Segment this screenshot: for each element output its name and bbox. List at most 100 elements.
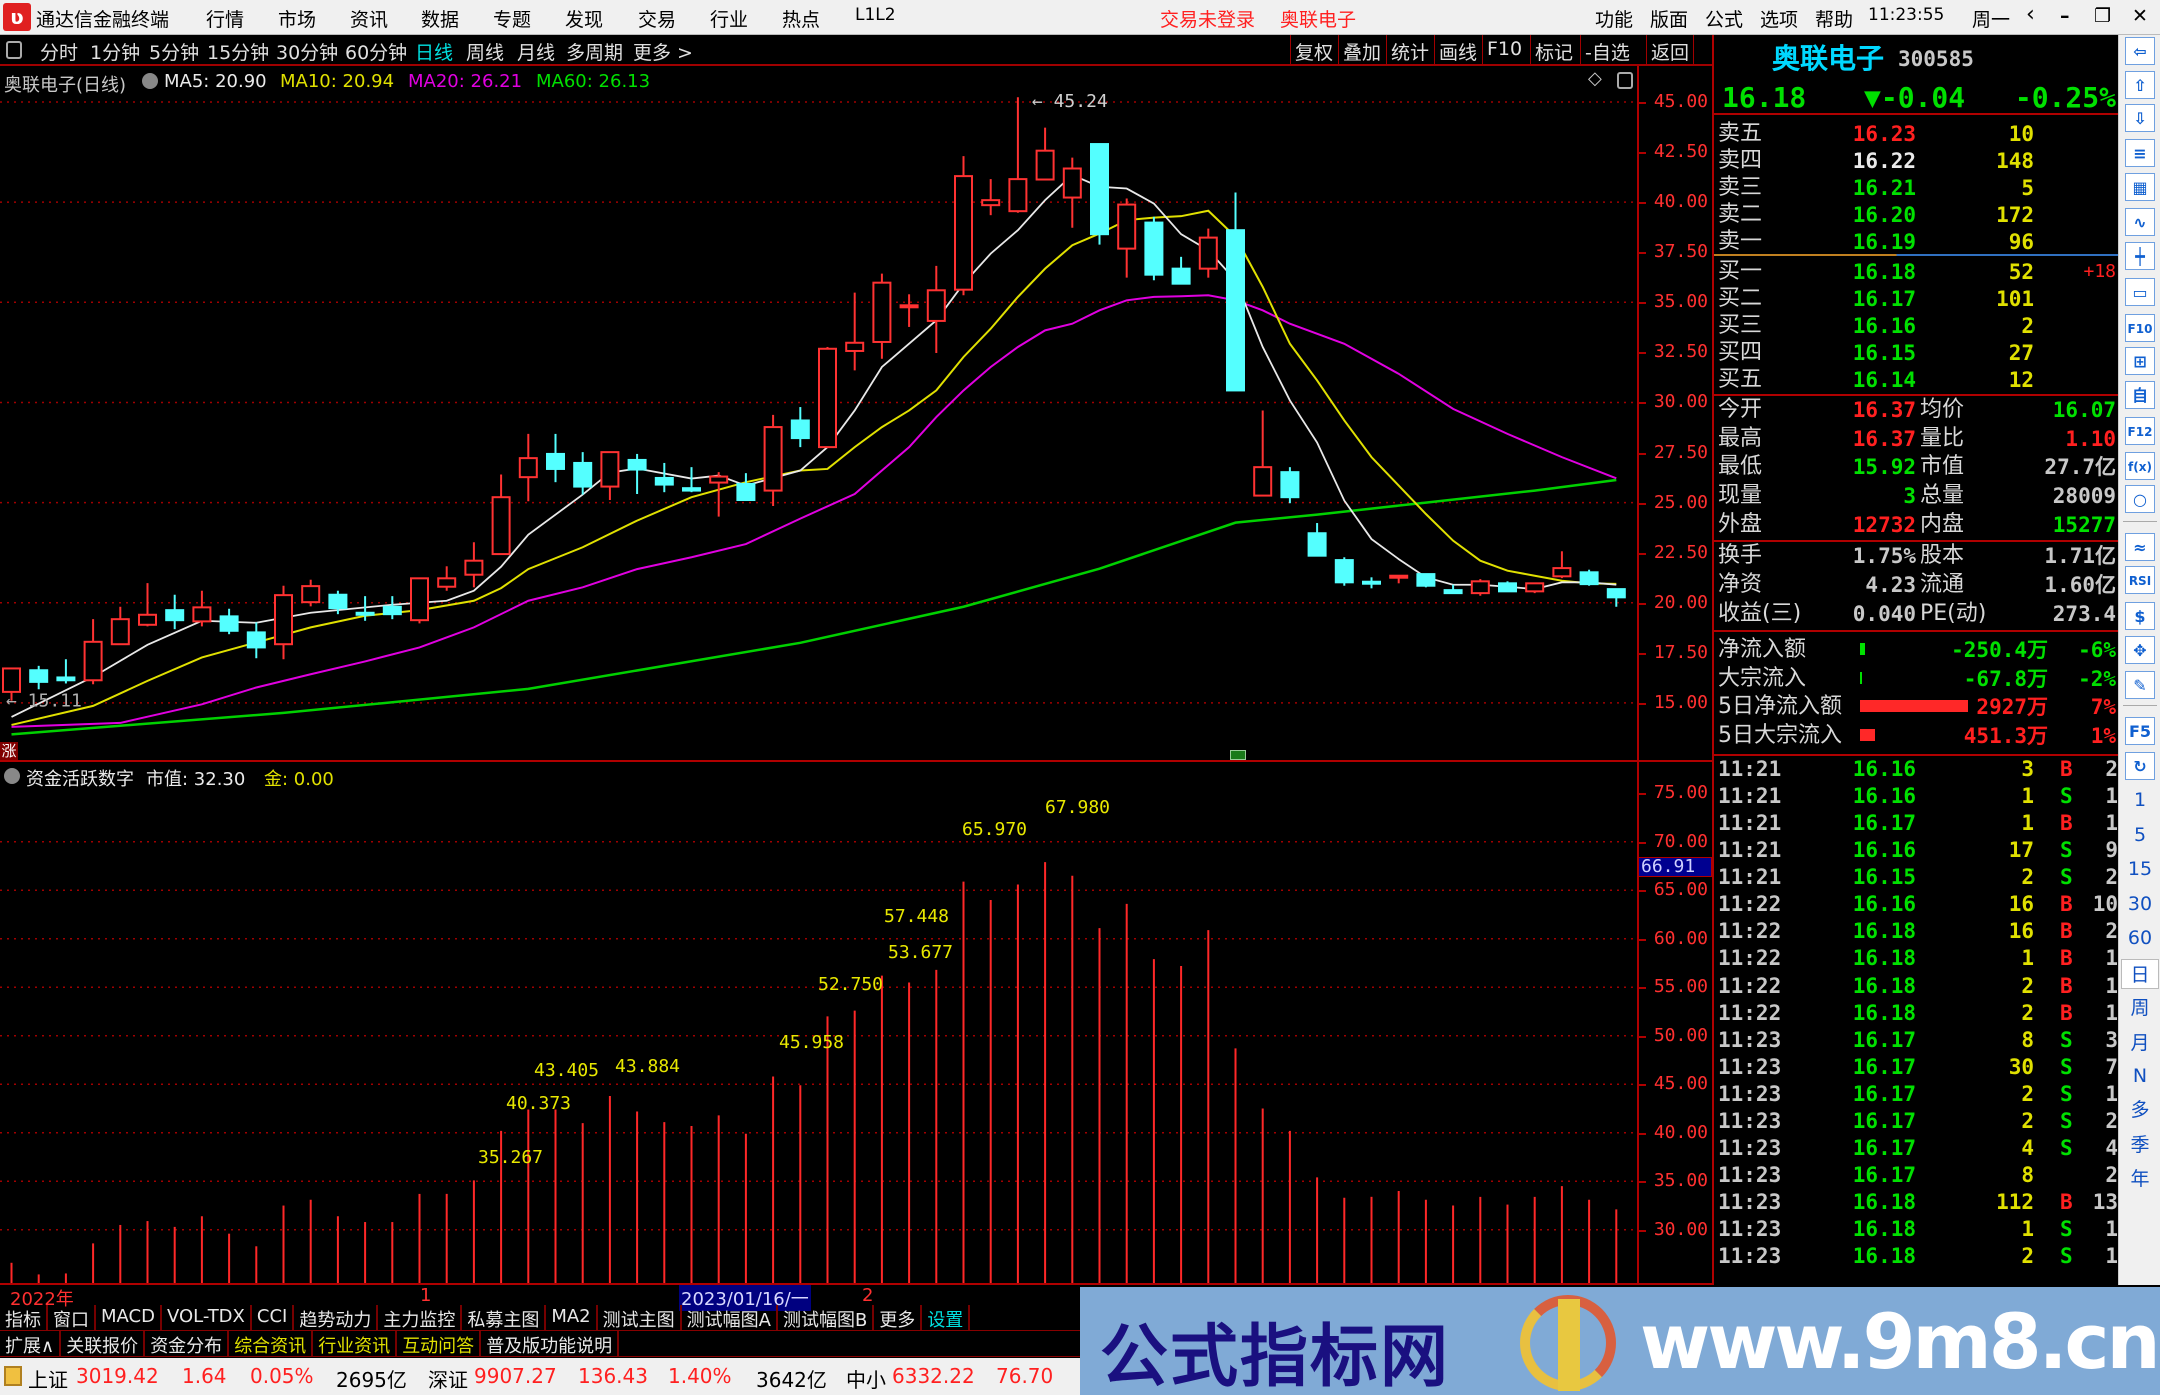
indicator-tab[interactable]: 测试幅图B (778, 1305, 875, 1331)
side-period-2[interactable]: 15 (2127, 858, 2153, 880)
self-select-icon[interactable]: 自 (2125, 381, 2155, 409)
tree-icon[interactable]: ⊞ (2125, 347, 2155, 375)
indicator-tab[interactable]: 窗口 (48, 1305, 96, 1331)
side-period-0[interactable]: 1 (2133, 789, 2147, 811)
menu-shuju[interactable]: 数据 (421, 9, 460, 31)
multi-stock-icon[interactable]: ▦ (2125, 173, 2155, 201)
f5-icon[interactable]: F5 (2125, 717, 2155, 745)
side-period-11[interactable]: 年 (2130, 1168, 2150, 1190)
side-period-1[interactable]: 5 (2133, 824, 2147, 846)
side-period-8[interactable]: N (2132, 1065, 2148, 1087)
sh-label[interactable]: 上证 (28, 1368, 68, 1392)
fuquan-button[interactable]: 复权 (1290, 35, 1337, 64)
back-icon[interactable]: ‹ (2026, 2, 2035, 27)
menu-zixun[interactable]: 资讯 (350, 9, 389, 31)
menu-gongneng[interactable]: 功能 (1595, 9, 1634, 31)
menu-redian[interactable]: 热点 (782, 9, 821, 31)
extension-tab[interactable]: 综合资讯 (229, 1331, 314, 1357)
up-arrow-icon[interactable]: ⇧ (2125, 71, 2155, 99)
move-icon[interactable]: ✥ (2125, 636, 2155, 664)
dollar-icon[interactable]: $ (2125, 602, 2155, 630)
indicator-bar-chart[interactable]: 35.267 40.373 43.405 43.884 45.958 52.75053.6… (0, 762, 1638, 1283)
mark-button[interactable]: 标记 (1530, 35, 1577, 64)
restore-icon[interactable]: ❐ (2094, 5, 2112, 27)
extension-tab[interactable]: 关联报价 (61, 1331, 146, 1357)
menu-hangqing[interactable]: 行情 (206, 9, 245, 31)
indicator-tab[interactable]: 指标 (0, 1305, 48, 1331)
panel-divider[interactable] (0, 760, 1712, 762)
indicator-tab[interactable]: 测试幅图A (682, 1305, 778, 1331)
menu-zhuanti[interactable]: 专题 (493, 9, 532, 31)
menu-jiaoyi[interactable]: 交易 (638, 9, 677, 31)
period-more[interactable]: 更多 > (633, 42, 693, 64)
indicator-tab[interactable]: 私募主图 (462, 1305, 547, 1331)
extension-tab[interactable]: 扩展∧ (0, 1331, 62, 1357)
f10-icon[interactable]: F10 (2125, 314, 2155, 342)
zx-label[interactable]: 中小 (846, 1368, 886, 1392)
menu-xuanxiang[interactable]: 选项 (1760, 9, 1799, 31)
extension-tab[interactable]: 互动问答 (397, 1331, 482, 1357)
close-icon[interactable]: ✕ (2132, 5, 2148, 27)
minimize-icon[interactable]: – (2060, 5, 2070, 27)
indicator-tab[interactable]: MA2 (546, 1305, 598, 1330)
pencil-icon[interactable]: ✎ (2125, 671, 2155, 699)
period-multi[interactable]: 多周期 (566, 42, 624, 64)
status-menu-icon[interactable] (4, 1366, 22, 1386)
indicator-tab[interactable]: MACD (96, 1305, 162, 1330)
f12-icon[interactable]: F12 (2125, 417, 2155, 445)
side-period-5[interactable]: 日 (2121, 959, 2159, 989)
side-period-9[interactable]: 多 (2130, 1099, 2150, 1121)
overlay-button[interactable]: 叠加 (1338, 35, 1385, 64)
side-period-3[interactable]: 30 (2127, 893, 2153, 915)
return-button[interactable]: 返回 (1646, 35, 1695, 64)
extension-tab[interactable]: 行业资讯 (313, 1331, 398, 1357)
menu-faxian[interactable]: 发现 (565, 9, 604, 31)
side-period-6[interactable]: 周 (2130, 997, 2150, 1019)
side-period-10[interactable]: 季 (2130, 1134, 2150, 1156)
sz-label[interactable]: 深证 (428, 1368, 468, 1392)
indicator-tab[interactable]: CCI (252, 1305, 295, 1330)
extension-tab[interactable]: 资金分布 (145, 1331, 230, 1357)
indicator-menu-icon[interactable] (4, 768, 20, 784)
menu-bangzhu[interactable]: 帮助 (1815, 9, 1854, 31)
indicator-tab[interactable]: 设置 (922, 1305, 971, 1331)
indicator-tab[interactable]: VOL-TDX (162, 1305, 252, 1330)
indicator-tab[interactable]: 测试主图 (598, 1305, 682, 1331)
period-weekly[interactable]: 周线 (466, 42, 505, 64)
circle-icon[interactable]: ○ (2125, 485, 2155, 513)
menu-hangye[interactable]: 行业 (710, 9, 749, 31)
refresh-icon[interactable]: ↻ (2125, 752, 2155, 780)
period-1min[interactable]: 1分钟 (90, 42, 141, 64)
wave-icon[interactable]: ≈ (2125, 533, 2155, 561)
period-5min[interactable]: 5分钟 (149, 42, 200, 64)
windows-icon[interactable]: ▭ (2125, 278, 2155, 306)
panel-toggle-icon[interactable] (6, 41, 22, 59)
quote-list-icon[interactable]: ≡ (2125, 139, 2155, 167)
candlestick-chart[interactable]: ← 45.24 ← 15.11 (0, 66, 1638, 760)
period-15min[interactable]: 15分钟 (207, 42, 270, 64)
formula-icon[interactable]: f(x) (2125, 452, 2155, 480)
period-monthly[interactable]: 月线 (517, 42, 556, 64)
candle-icon[interactable]: ┿ (2125, 242, 2155, 270)
menu-gongshi[interactable]: 公式 (1705, 9, 1744, 31)
period-60min[interactable]: 60分钟 (345, 42, 408, 64)
indicator-dropdown-icon[interactable] (142, 73, 158, 89)
menu-shichang[interactable]: 市场 (278, 9, 317, 31)
period-daily[interactable]: 日线 (415, 42, 454, 64)
menu-banmian[interactable]: 版面 (1650, 9, 1689, 31)
draw-button[interactable]: 画线 (1434, 35, 1481, 64)
menu-l1l2[interactable]: L1L2 (855, 5, 896, 25)
diamond-icon[interactable]: ◇ (1588, 68, 1602, 89)
self-select-button[interactable]: -自选 (1580, 35, 1634, 64)
side-period-7[interactable]: 月 (2130, 1032, 2150, 1054)
period-fenshi[interactable]: 分时 (40, 42, 79, 64)
stats-button[interactable]: 统计 (1386, 35, 1433, 64)
trend-chart-icon[interactable]: ∿ (2125, 208, 2155, 236)
login-status[interactable]: 交易未登录 (1160, 9, 1256, 31)
event-marker-icon[interactable] (1230, 750, 1246, 760)
back-arrow-icon[interactable]: ⇦ (2125, 37, 2155, 65)
indicator-tab[interactable]: 更多 (874, 1305, 923, 1331)
f10-button[interactable]: F10 (1482, 35, 1526, 64)
down-arrow-icon[interactable]: ⇩ (2125, 104, 2155, 132)
period-30min[interactable]: 30分钟 (276, 42, 339, 64)
